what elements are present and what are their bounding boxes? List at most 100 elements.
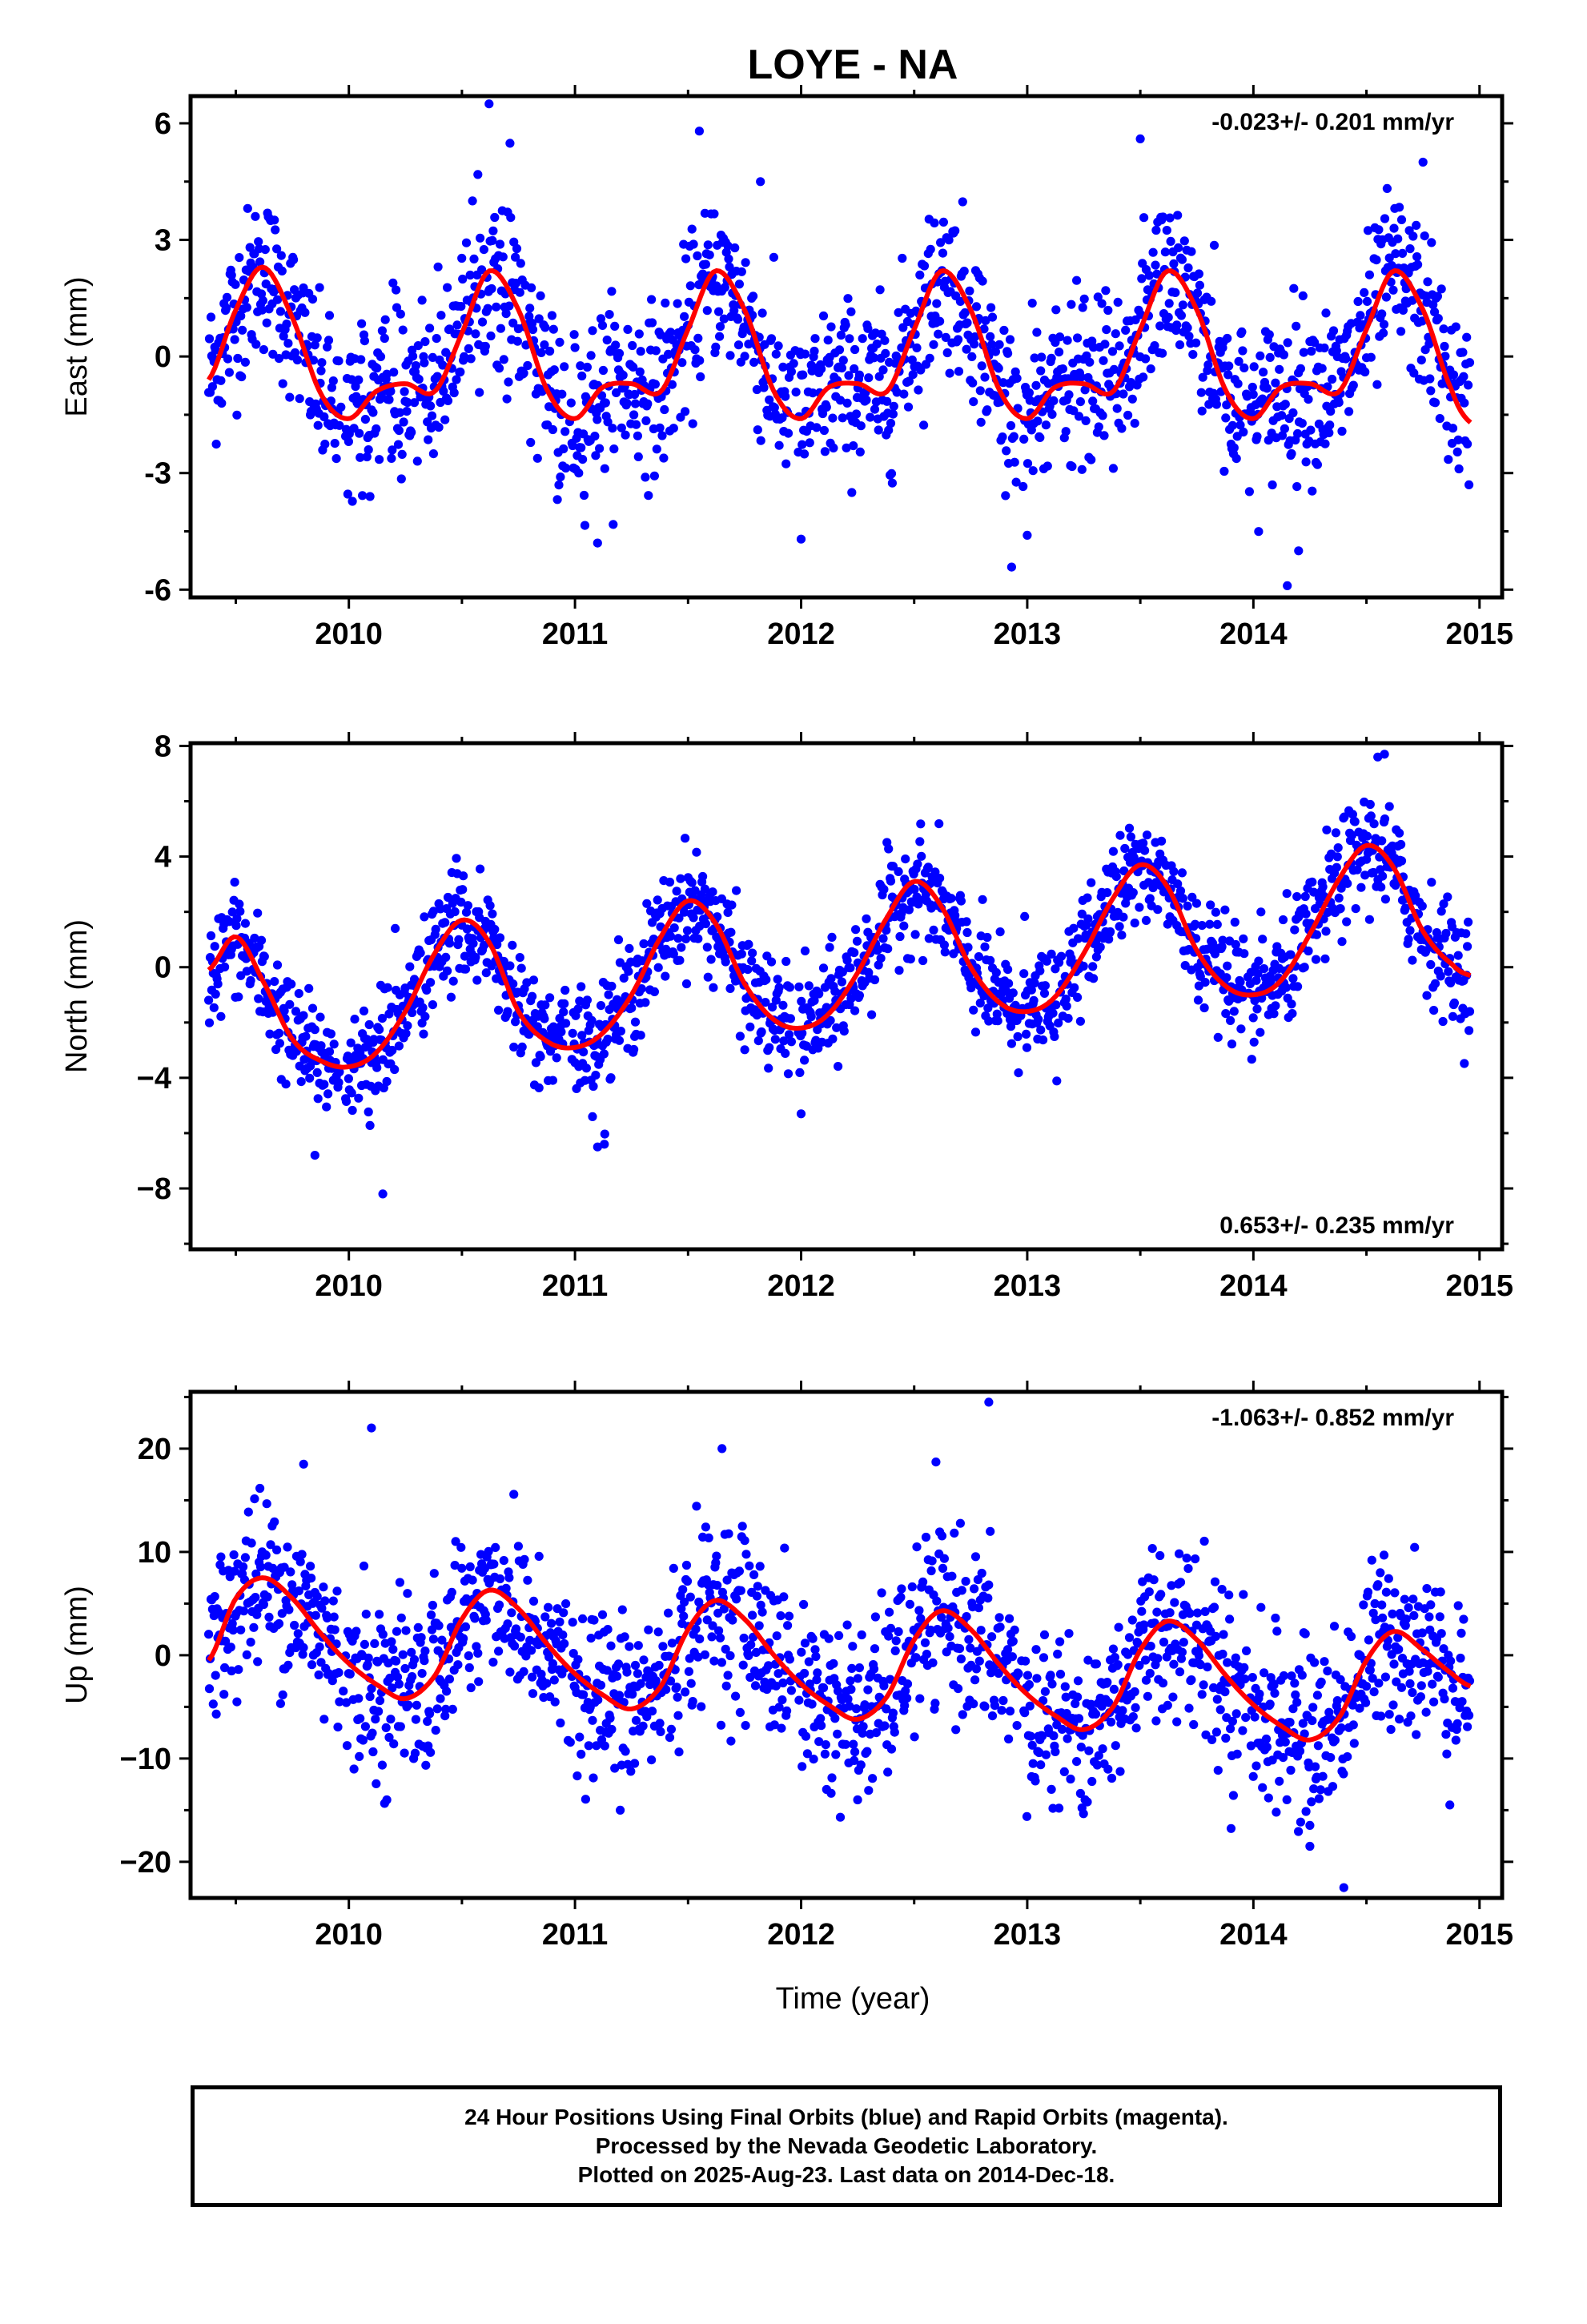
data-point (532, 453, 542, 463)
data-point (549, 365, 559, 375)
data-point (343, 489, 352, 499)
data-point (765, 395, 774, 404)
data-point (1183, 1564, 1193, 1574)
data-point (666, 1724, 677, 1734)
data-point (965, 286, 974, 296)
data-point (1350, 817, 1360, 826)
data-point (258, 296, 267, 305)
data-point (388, 1683, 397, 1693)
data-point (275, 307, 285, 316)
data-point (1316, 1677, 1326, 1687)
data-point (1185, 1609, 1195, 1618)
data-point (678, 1585, 688, 1594)
data-point (348, 1105, 357, 1116)
data-point (1380, 814, 1390, 824)
data-point (1304, 946, 1313, 956)
data-point (822, 1003, 831, 1012)
data-point (1355, 1703, 1364, 1713)
data-point (773, 975, 782, 984)
data-point (1234, 356, 1243, 366)
data-point (224, 917, 234, 927)
data-point (906, 955, 915, 964)
data-point (921, 1532, 931, 1542)
data-point (643, 399, 653, 408)
data-point (413, 341, 423, 351)
data-point (1448, 370, 1459, 380)
data-point (392, 303, 402, 312)
data-point (403, 1021, 412, 1031)
data-point (824, 1634, 834, 1643)
data-point (420, 1011, 430, 1021)
data-point (1249, 362, 1259, 372)
data-point (994, 1668, 1003, 1679)
data-point (1215, 1705, 1225, 1715)
x-tick-label: 2015 (1445, 1269, 1513, 1303)
data-point (1295, 1747, 1305, 1756)
data-point (1146, 1642, 1155, 1651)
data-point (1024, 1680, 1034, 1690)
data-point (1167, 1581, 1176, 1590)
data-point (1036, 366, 1046, 376)
data-point (506, 213, 516, 223)
data-point (1098, 1744, 1107, 1754)
data-point (986, 1526, 995, 1536)
data-point (1128, 888, 1138, 898)
data-point (753, 1036, 763, 1046)
data-point (436, 1694, 445, 1703)
data-point (997, 1706, 1006, 1715)
data-point (256, 935, 267, 945)
data-point (1152, 1607, 1162, 1617)
data-point (938, 217, 948, 227)
data-point (1073, 992, 1083, 1002)
data-point (1020, 911, 1030, 921)
data-point (1156, 1590, 1166, 1599)
data-point (1451, 1735, 1460, 1745)
data-point (692, 847, 701, 857)
data-point (1199, 1680, 1208, 1690)
data-point (805, 438, 814, 448)
data-point (647, 295, 657, 304)
data-point (259, 951, 269, 961)
data-point (508, 940, 517, 950)
data-point (1378, 1613, 1388, 1622)
data-point (729, 306, 739, 316)
data-point (475, 388, 484, 397)
data-point (669, 1563, 678, 1573)
rate-annotation-east: -0.023+/- 0.201 mm/yr (1211, 109, 1454, 135)
data-point (313, 420, 323, 430)
data-point (263, 1592, 272, 1602)
data-point (1191, 338, 1201, 348)
data-point (701, 1522, 711, 1532)
data-point (818, 311, 829, 321)
data-point (1047, 949, 1056, 959)
data-point (1120, 843, 1130, 854)
data-point (630, 1759, 640, 1768)
data-point (397, 449, 407, 460)
data-point (950, 911, 960, 920)
x-tick-label: 2014 (1219, 617, 1288, 651)
data-point (847, 1663, 857, 1673)
data-point (560, 427, 570, 436)
data-point (1282, 889, 1292, 899)
data-point (693, 333, 703, 343)
data-point (637, 984, 646, 994)
data-point (883, 1767, 893, 1777)
data-point (259, 1599, 268, 1610)
data-point (812, 423, 822, 432)
data-point (721, 1644, 730, 1654)
data-point (1369, 1687, 1379, 1697)
data-point (313, 1094, 323, 1104)
data-point (842, 443, 851, 452)
data-point (1139, 1620, 1149, 1630)
data-point (781, 1048, 790, 1058)
data-point (1184, 1703, 1194, 1713)
data-point (642, 899, 652, 908)
data-point (1384, 1710, 1394, 1719)
data-point (814, 989, 824, 999)
data-point (774, 440, 784, 450)
data-point (1220, 1687, 1230, 1697)
data-point (407, 428, 416, 437)
data-point (1220, 905, 1230, 915)
data-point (1253, 969, 1263, 979)
data-point (1013, 1031, 1023, 1042)
